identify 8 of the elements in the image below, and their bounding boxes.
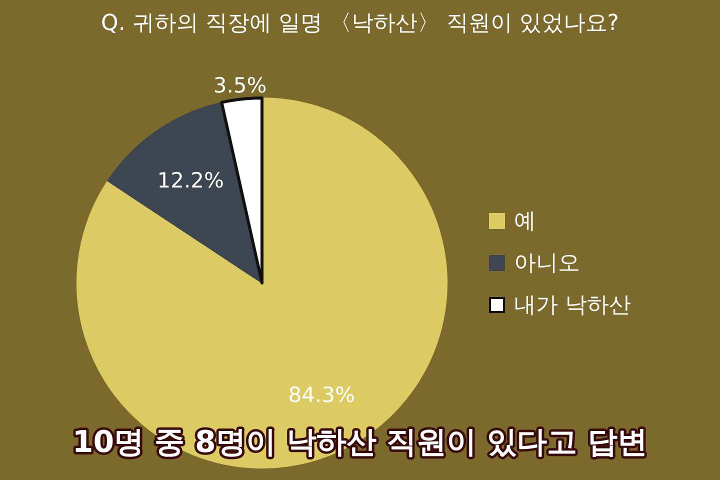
legend-label: 예	[514, 209, 536, 234]
chart-title: Q. 귀하의 직장에 일명 〈낙하산〉 직원이 있었나요?	[101, 11, 619, 36]
data-label: 84.3%	[288, 382, 355, 407]
pie-slice	[107, 102, 262, 284]
data-label: 3.5%	[213, 73, 267, 98]
legend-label: 아니오	[514, 251, 580, 276]
legend-label: 내가 낙하산	[514, 293, 631, 318]
data-label: 12.2%	[157, 168, 224, 192]
